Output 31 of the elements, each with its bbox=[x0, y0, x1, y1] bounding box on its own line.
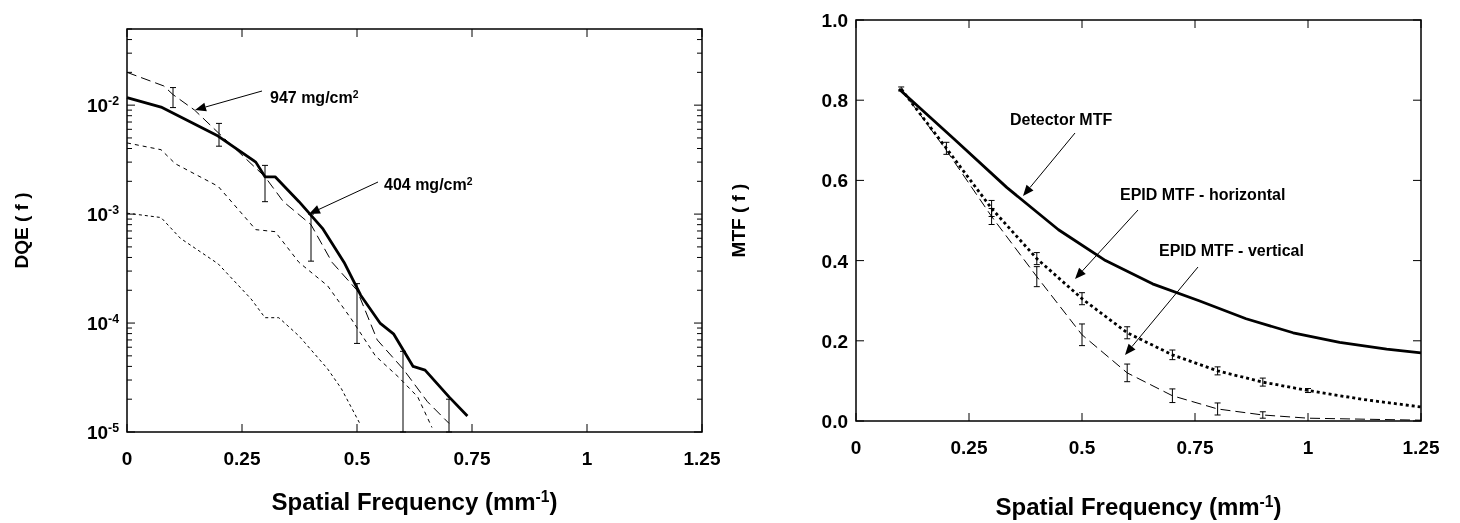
x-tick-label: 1.25 bbox=[1402, 437, 1440, 458]
y-tick-label: 0.0 bbox=[821, 411, 848, 432]
annotation: 947 mg/cm$^{2}$ bbox=[270, 88, 359, 106]
y-tick-label: 1.0 bbox=[821, 10, 848, 31]
annotation: Detector MTF bbox=[1010, 111, 1113, 128]
x-tick-label: 0.25 bbox=[950, 437, 988, 458]
y-tick-label: 10$^{-3}$ bbox=[86, 203, 120, 226]
x-tick-label: 0.25 bbox=[223, 448, 261, 469]
y-axis-title: MTF ( f ) bbox=[728, 183, 749, 258]
x-tick-label: 0.75 bbox=[453, 448, 491, 469]
annotation: EPID MTF - vertical bbox=[1159, 242, 1304, 259]
x-tick-label: 0.5 bbox=[1068, 437, 1096, 458]
x-tick-label: 0 bbox=[121, 448, 133, 469]
x-axis-title: Spatial Frequency (mm$^{-1}$) bbox=[271, 487, 558, 515]
y-tick-label: 10$^{-5}$ bbox=[86, 421, 120, 443]
y-tick-label: 10$^{-2}$ bbox=[86, 94, 120, 117]
y-tick-label: 0.2 bbox=[821, 330, 848, 352]
x-tick-label: 0 bbox=[850, 437, 862, 458]
y-tick-label: 0.4 bbox=[821, 250, 849, 272]
x-tick-label: 1 bbox=[581, 448, 593, 469]
annotation: 404 mg/cm$^{2}$ bbox=[384, 175, 473, 193]
x-tick-label: 0.5 bbox=[343, 448, 371, 469]
annotation: EPID MTF - horizontal bbox=[1120, 186, 1286, 203]
y-tick-label: 10$^{-4}$ bbox=[86, 312, 120, 335]
y-axis-title: DQE ( f ) bbox=[11, 192, 32, 269]
x-tick-label: 1.25 bbox=[683, 448, 721, 469]
x-axis-title: Spatial Frequency (mm$^{-1}$) bbox=[995, 492, 1282, 520]
x-tick-label: 0.75 bbox=[1176, 437, 1214, 458]
y-tick-label: 0.8 bbox=[821, 90, 848, 112]
x-tick-label: 1 bbox=[1302, 437, 1314, 458]
y-tick-label: 0.6 bbox=[821, 170, 848, 192]
